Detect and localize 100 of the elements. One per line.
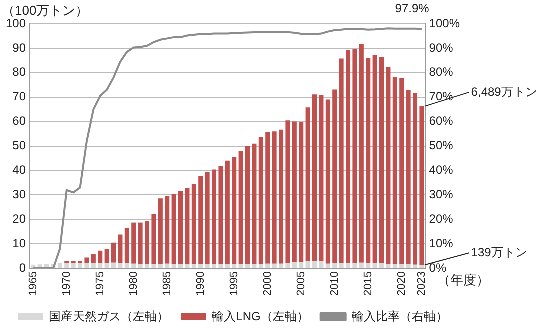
y-tick-label: 40 xyxy=(12,163,26,178)
x-tick-label: 2000 xyxy=(262,272,274,296)
bar xyxy=(380,57,384,264)
bar xyxy=(246,146,250,264)
bar xyxy=(178,264,184,268)
bar xyxy=(138,264,143,268)
annotation: 97.9% xyxy=(395,1,430,16)
x-tick-label: 1970 xyxy=(60,272,73,296)
bar xyxy=(272,264,277,268)
bar xyxy=(172,194,176,264)
bar xyxy=(406,264,411,268)
bar xyxy=(84,263,90,268)
bar xyxy=(158,198,163,264)
bar xyxy=(386,67,391,264)
bar xyxy=(312,94,318,262)
y-tick-label: 10 xyxy=(12,236,26,250)
y-tick-label: 50 xyxy=(12,138,26,153)
bar xyxy=(286,263,290,268)
bar xyxy=(326,100,330,264)
bar xyxy=(232,264,237,268)
bar xyxy=(339,263,344,268)
bar xyxy=(112,262,116,268)
bar xyxy=(198,176,204,264)
bar xyxy=(352,264,358,268)
bar xyxy=(272,132,277,264)
bar xyxy=(238,151,244,264)
x-tick-label: 2010 xyxy=(328,272,341,296)
bar xyxy=(192,264,196,268)
bar xyxy=(158,264,163,268)
bar xyxy=(266,132,270,264)
annotation: 139万トン xyxy=(471,245,528,260)
bar xyxy=(312,261,318,268)
bar xyxy=(372,263,378,268)
bar xyxy=(359,44,364,263)
bar xyxy=(172,264,176,268)
bar xyxy=(326,264,330,268)
y2-tick-label: 80% xyxy=(429,65,454,80)
y2-tick-label: 40% xyxy=(429,163,454,178)
bar xyxy=(218,166,224,264)
bar xyxy=(225,160,230,264)
bar xyxy=(406,90,411,265)
bar xyxy=(198,264,204,268)
y2-tick-label: 70% xyxy=(429,90,454,104)
bar xyxy=(306,261,310,268)
y-axis-title: （100万トン） xyxy=(2,3,89,18)
x-tick-label: 1985 xyxy=(161,272,174,296)
bar xyxy=(413,93,418,265)
bar xyxy=(185,188,190,265)
bar xyxy=(118,234,123,264)
legend-label: 輸入LNG（左軸） xyxy=(212,309,309,324)
bar xyxy=(392,78,398,265)
y-tick-label: 0 xyxy=(19,260,26,275)
bar xyxy=(400,78,404,265)
bar xyxy=(64,263,70,268)
bar xyxy=(420,265,424,268)
bar xyxy=(332,90,338,264)
bar xyxy=(292,262,297,268)
bar xyxy=(124,264,130,268)
bar xyxy=(306,108,310,262)
y2-tick-label: 30% xyxy=(429,187,454,202)
bar xyxy=(232,158,237,264)
bar xyxy=(380,263,384,268)
bar xyxy=(138,222,143,264)
bar xyxy=(339,58,344,264)
bar xyxy=(346,264,351,268)
y-tick-label: 30 xyxy=(12,187,26,202)
bar xyxy=(78,264,83,268)
x-tick-label: 2005 xyxy=(295,272,308,296)
bar xyxy=(400,264,404,268)
bar xyxy=(420,106,424,266)
bar xyxy=(286,120,290,264)
bar xyxy=(205,172,210,264)
bar xyxy=(118,263,123,268)
y2-tick-label: 90% xyxy=(429,40,454,55)
bar xyxy=(185,264,190,268)
bar xyxy=(352,48,358,264)
y-tick-label: 100 xyxy=(6,16,26,30)
bar xyxy=(178,192,184,264)
y2-tick-label: 10% xyxy=(429,236,454,250)
bar xyxy=(132,264,136,268)
bar xyxy=(366,58,371,264)
bar xyxy=(386,264,391,268)
bar xyxy=(152,264,156,268)
bar xyxy=(98,263,103,268)
y-tick-label: 90 xyxy=(12,40,26,55)
bar xyxy=(71,263,76,268)
bar xyxy=(91,254,96,264)
y2-tick-label: 60% xyxy=(429,114,454,128)
bar xyxy=(104,248,110,264)
bar xyxy=(252,144,257,264)
bar xyxy=(218,264,224,268)
bar xyxy=(346,50,351,264)
bar xyxy=(413,264,418,268)
annotation: 6,489万トン xyxy=(471,84,538,99)
bar xyxy=(238,264,244,268)
y-tick-label: 60 xyxy=(12,114,26,128)
x-tick-label: 2020 xyxy=(396,272,408,296)
y-tick-label: 70 xyxy=(12,90,26,104)
x-tick-label: 1965 xyxy=(27,272,40,296)
bar xyxy=(366,264,371,268)
